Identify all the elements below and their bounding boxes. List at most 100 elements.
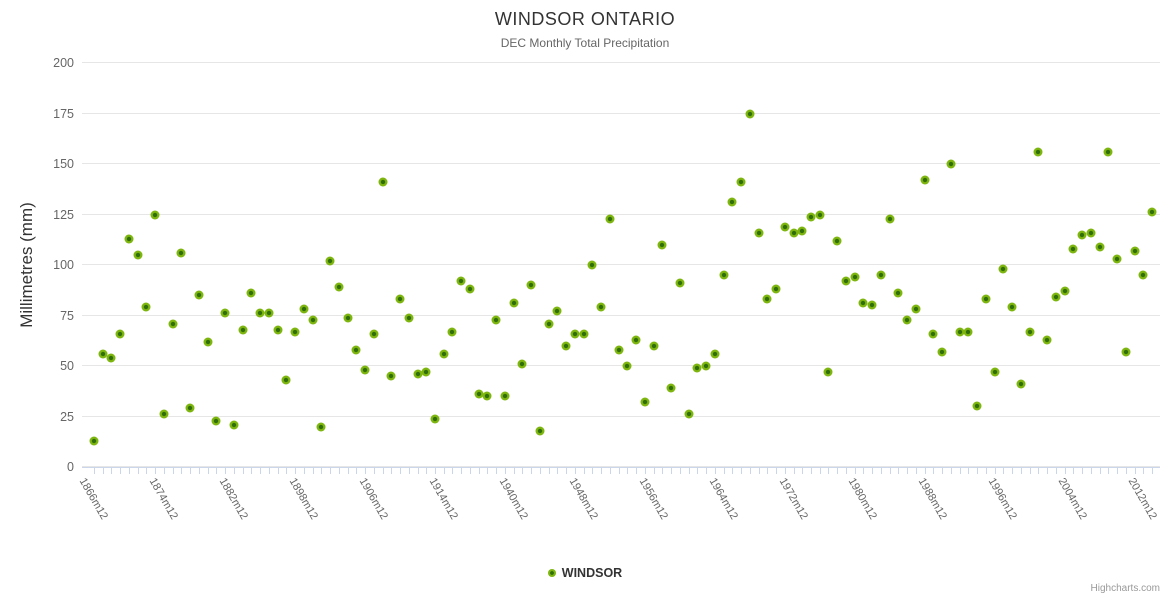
data-point[interactable] (614, 345, 624, 355)
data-point[interactable] (727, 197, 737, 207)
data-point[interactable] (395, 294, 405, 304)
data-point[interactable] (229, 420, 239, 430)
data-point[interactable] (500, 391, 510, 401)
data-point[interactable] (841, 276, 851, 286)
data-point[interactable] (203, 337, 213, 347)
data-point[interactable] (308, 315, 318, 325)
data-point[interactable] (185, 403, 195, 413)
data-point[interactable] (736, 177, 746, 187)
data-point[interactable] (246, 288, 256, 298)
data-point[interactable] (963, 327, 973, 337)
data-point[interactable] (579, 329, 589, 339)
data-point[interactable] (334, 282, 344, 292)
data-point[interactable] (106, 353, 116, 363)
data-point[interactable] (1051, 292, 1061, 302)
data-point[interactable] (343, 313, 353, 323)
data-point[interactable] (115, 329, 125, 339)
data-point[interactable] (1086, 228, 1096, 238)
data-point[interactable] (456, 276, 466, 286)
data-point[interactable] (789, 228, 798, 238)
data-point[interactable] (701, 361, 711, 371)
data-point[interactable] (981, 294, 991, 304)
data-point[interactable] (1033, 147, 1043, 157)
data-point[interactable] (684, 409, 694, 419)
data-point[interactable] (815, 210, 825, 219)
data-point[interactable] (998, 264, 1008, 274)
data-point[interactable] (1077, 230, 1087, 240)
data-point[interactable] (754, 228, 764, 238)
data-point[interactable] (850, 272, 860, 282)
data-point[interactable] (273, 325, 283, 335)
data-point[interactable] (124, 234, 134, 244)
data-point[interactable] (1103, 147, 1113, 157)
data-point[interactable] (920, 175, 930, 185)
data-point[interactable] (762, 294, 772, 304)
data-point[interactable] (657, 240, 667, 250)
data-point[interactable] (238, 325, 248, 335)
data-point[interactable] (194, 290, 204, 300)
data-point[interactable] (937, 347, 947, 357)
data-point[interactable] (1121, 347, 1131, 357)
data-point[interactable] (369, 329, 379, 339)
data-point[interactable] (378, 177, 388, 187)
data-point[interactable] (596, 302, 606, 312)
data-point[interactable] (509, 298, 519, 308)
data-point[interactable] (806, 212, 816, 222)
data-point[interactable] (544, 319, 554, 329)
data-point[interactable] (281, 375, 291, 385)
data-point[interactable] (990, 367, 1000, 377)
data-point[interactable] (710, 349, 720, 359)
data-point[interactable] (1095, 242, 1105, 252)
data-point[interactable] (526, 280, 536, 290)
data-point[interactable] (325, 256, 335, 266)
data-point[interactable] (1007, 302, 1017, 312)
data-point[interactable] (561, 341, 571, 351)
data-point[interactable] (1130, 246, 1139, 256)
legend-item-windsor[interactable]: WINDSOR (0, 563, 1170, 583)
data-point[interactable] (159, 409, 169, 419)
data-point[interactable] (972, 401, 982, 411)
data-point[interactable] (823, 367, 833, 377)
data-point[interactable] (605, 214, 615, 224)
data-point[interactable] (902, 315, 912, 325)
data-point[interactable] (316, 422, 326, 432)
data-point[interactable] (176, 248, 186, 258)
data-point[interactable] (413, 369, 423, 379)
data-point[interactable] (133, 250, 143, 260)
data-point[interactable] (1112, 254, 1122, 264)
data-point[interactable] (911, 304, 921, 314)
data-point[interactable] (264, 308, 274, 318)
data-point[interactable] (386, 371, 396, 381)
data-point[interactable] (745, 109, 755, 118)
data-point[interactable] (1068, 244, 1078, 254)
data-point[interactable] (255, 308, 265, 318)
data-point[interactable] (168, 319, 178, 329)
data-point[interactable] (719, 270, 729, 280)
data-point[interactable] (649, 341, 659, 351)
data-point[interactable] (430, 414, 440, 424)
data-point[interactable] (1138, 270, 1148, 280)
data-point[interactable] (946, 159, 956, 169)
data-point[interactable] (439, 349, 449, 359)
data-point[interactable] (797, 226, 807, 236)
data-point[interactable] (675, 278, 685, 288)
data-point[interactable] (1025, 327, 1035, 337)
data-point[interactable] (89, 436, 99, 446)
data-point[interactable] (535, 426, 545, 436)
data-point[interactable] (220, 308, 230, 318)
data-point[interactable] (482, 391, 492, 401)
data-point[interactable] (666, 383, 676, 393)
data-point[interactable] (832, 236, 842, 246)
data-point[interactable] (465, 284, 475, 294)
data-point[interactable] (360, 365, 370, 375)
data-point[interactable] (421, 367, 431, 377)
data-point[interactable] (517, 359, 527, 369)
data-point[interactable] (780, 222, 790, 232)
data-point[interactable] (1060, 286, 1070, 296)
data-point[interactable] (1016, 379, 1026, 389)
data-point[interactable] (491, 315, 501, 325)
data-point[interactable] (692, 363, 702, 373)
data-point[interactable] (447, 327, 457, 337)
data-point[interactable] (404, 313, 414, 323)
data-point[interactable] (98, 349, 108, 359)
